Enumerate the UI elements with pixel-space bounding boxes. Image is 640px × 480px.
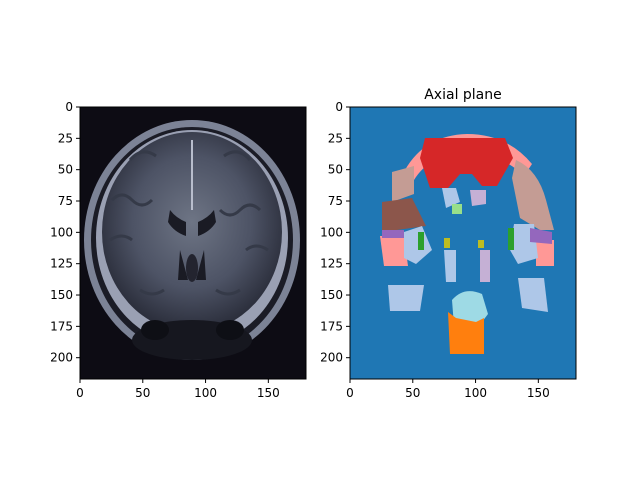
region-brown-left <box>382 198 426 232</box>
region-pink-lower-left <box>380 236 408 266</box>
seg-ytick-label: 175 <box>320 319 343 333</box>
region-tan-right <box>512 160 554 230</box>
seg-ytick-label: 0 <box>335 100 343 114</box>
region-red <box>420 138 513 188</box>
segmentation-image <box>350 107 576 379</box>
chart-title: Axial plane <box>424 87 502 103</box>
region-lightblue-center-left <box>442 188 460 208</box>
seg-ytick-label: 125 <box>320 257 343 271</box>
mri-image <box>80 107 306 379</box>
mri-ytick-label: 100 <box>50 225 73 239</box>
region-tan-left <box>392 166 414 202</box>
mri-xtick-label: 150 <box>257 386 280 400</box>
mri-axes-frame <box>79 106 307 380</box>
segmentation-axes-frame <box>349 106 577 380</box>
seg-ytick-label: 150 <box>320 288 343 302</box>
region-purple-left <box>382 230 404 238</box>
mri-xtick-label: 50 <box>135 386 150 400</box>
region-orange <box>448 312 484 354</box>
mri-ytick-label: 200 <box>50 351 73 365</box>
seg-ytick-label: 75 <box>328 194 343 208</box>
seg-ytick-label: 50 <box>328 163 343 177</box>
mri-ytick-label: 0 <box>65 100 73 114</box>
seg-xtick-label: 150 <box>527 386 550 400</box>
region-green-left <box>418 232 424 250</box>
region-lightblue-ventricle-left <box>444 250 456 282</box>
mri-axes-ticks: 0 50 100 150 0 25 50 75 100 125 150 175 200 <box>50 100 280 400</box>
seg-xtick-label: 100 <box>464 386 487 400</box>
seg-ytick-label: 100 <box>320 225 343 239</box>
region-green-right <box>508 228 514 250</box>
region-olive-left <box>444 238 450 248</box>
region-lightblue-lower-left <box>388 285 424 311</box>
mri-ytick-label: 150 <box>50 288 73 302</box>
region-pink-lower-right <box>536 240 554 266</box>
region-purple-right <box>530 228 552 244</box>
mri-ytick-label: 75 <box>58 194 73 208</box>
seg-xtick-label: 50 <box>405 386 420 400</box>
region-lightgreen <box>452 204 462 214</box>
mri-ytick-label: 50 <box>58 163 73 177</box>
region-lavender-ventricle-right <box>480 250 490 282</box>
seg-ytick-label: 25 <box>328 131 343 145</box>
segmentation-panel: Axial plane <box>320 87 577 400</box>
mri-xtick-label: 100 <box>194 386 217 400</box>
mri-ytick-label: 125 <box>50 257 73 271</box>
region-lavender-center <box>470 190 486 206</box>
mri-ytick-label: 175 <box>50 319 73 333</box>
seg-xtick-label: 0 <box>346 386 354 400</box>
region-lightblue-lower-right <box>518 278 548 312</box>
mri-ytick-label: 25 <box>58 131 73 145</box>
segmentation-axes-ticks: 0 50 100 150 0 25 50 75 100 125 150 175 200 <box>320 100 550 400</box>
region-olive-right <box>478 240 484 248</box>
seg-ytick-label: 200 <box>320 351 343 365</box>
mri-panel: 0 50 100 150 0 25 50 75 100 125 150 175 200 <box>50 100 307 400</box>
mri-xtick-label: 0 <box>76 386 84 400</box>
